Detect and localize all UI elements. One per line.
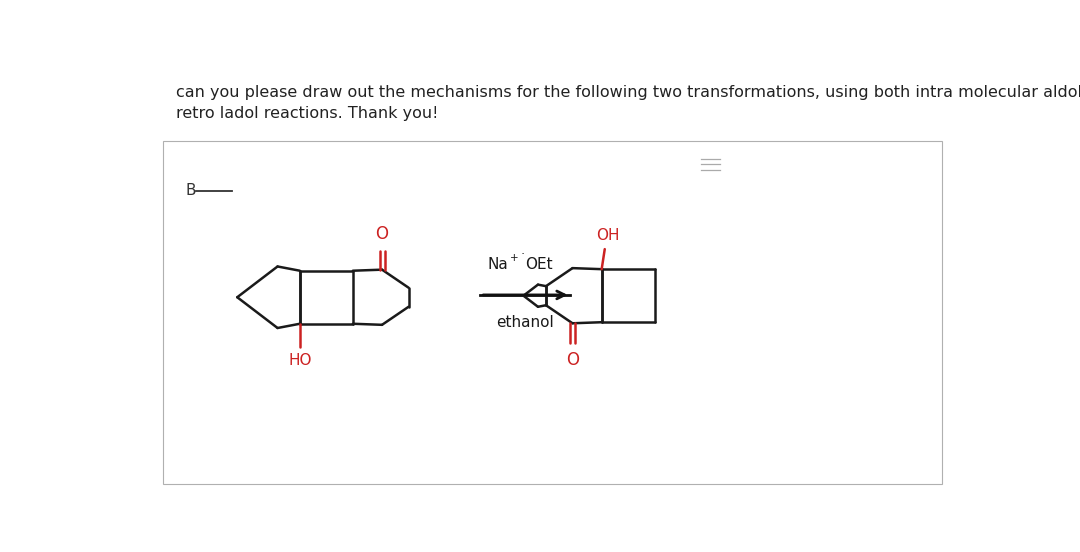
Text: retro ladol reactions. Thank you!: retro ladol reactions. Thank you! bbox=[176, 107, 438, 121]
Text: HO: HO bbox=[288, 353, 312, 368]
Text: ethanol: ethanol bbox=[497, 315, 554, 330]
FancyBboxPatch shape bbox=[163, 141, 943, 484]
Text: can you please draw out the mechanisms for the following two transformations, us: can you please draw out the mechanisms f… bbox=[176, 84, 1080, 100]
Text: OH: OH bbox=[596, 228, 620, 243]
Text: Na: Na bbox=[488, 257, 509, 272]
Text: B: B bbox=[186, 183, 195, 199]
Text: OEt: OEt bbox=[525, 257, 553, 272]
Text: O: O bbox=[376, 225, 389, 243]
Text: ˙: ˙ bbox=[519, 252, 525, 265]
Text: O: O bbox=[566, 351, 579, 369]
Text: +: + bbox=[510, 253, 518, 263]
